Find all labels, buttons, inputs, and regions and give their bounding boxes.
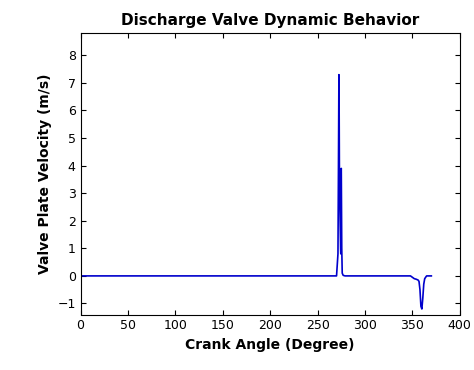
X-axis label: Crank Angle (Degree): Crank Angle (Degree) — [185, 338, 355, 352]
Title: Discharge Valve Dynamic Behavior: Discharge Valve Dynamic Behavior — [121, 13, 419, 28]
Y-axis label: Valve Plate Velocity (m/s): Valve Plate Velocity (m/s) — [38, 74, 52, 274]
